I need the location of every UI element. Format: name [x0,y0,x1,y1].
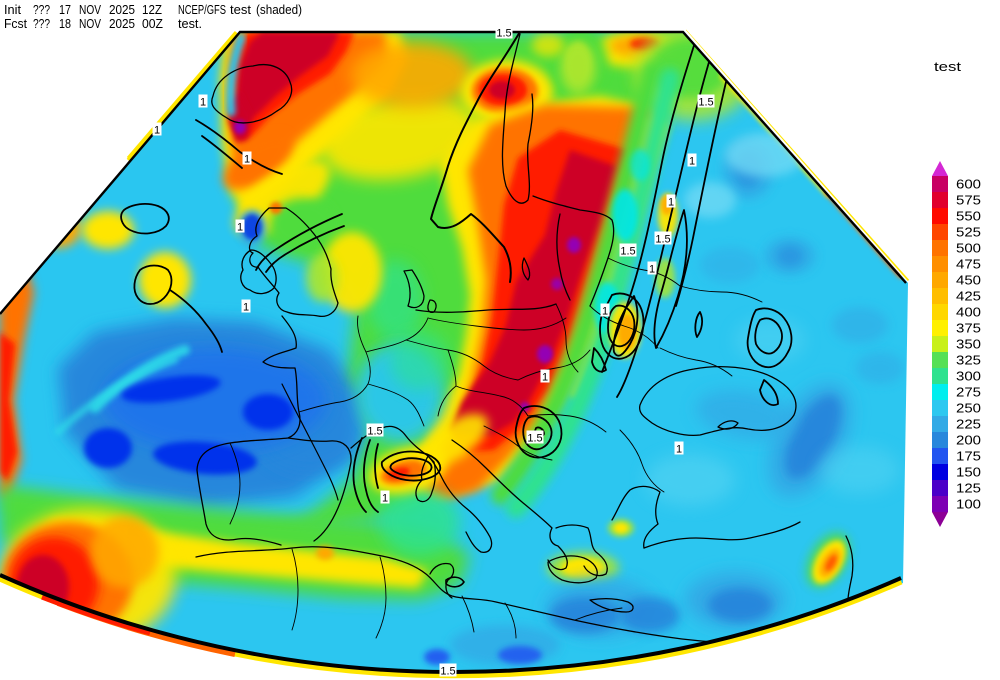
svg-text:NOV: NOV [79,16,101,31]
svg-text:325: 325 [956,353,981,368]
svg-text:450: 450 [956,273,981,288]
svg-text:175: 175 [956,449,981,464]
svg-text:1: 1 [542,372,548,384]
svg-text:1: 1 [243,302,249,314]
svg-text:225: 225 [956,417,981,432]
svg-text:425: 425 [956,289,981,304]
svg-text:1.5: 1.5 [527,433,542,445]
svg-text:275: 275 [956,385,981,400]
svg-text:1: 1 [602,306,608,318]
svg-text:Fcst: Fcst [4,16,27,31]
svg-text:300: 300 [956,369,981,384]
svg-text:550: 550 [956,209,981,224]
svg-text:1: 1 [237,222,243,234]
svg-text:1: 1 [676,444,682,456]
svg-text:test.: test. [178,16,202,31]
svg-text:125: 125 [956,481,981,496]
svg-text:1.5: 1.5 [440,666,455,678]
svg-text:1.5: 1.5 [698,97,713,109]
svg-text:1.5: 1.5 [367,426,382,438]
svg-text:400: 400 [956,305,981,320]
svg-text:(shaded): (shaded) [256,2,302,17]
svg-text:200: 200 [956,433,981,448]
svg-text:250: 250 [956,401,981,416]
svg-text:150: 150 [956,465,981,480]
svg-text:525: 525 [956,225,981,240]
svg-text:2025: 2025 [109,2,135,17]
svg-text:1: 1 [689,156,695,168]
svg-text:???: ??? [33,16,50,31]
svg-text:375: 375 [956,321,981,336]
svg-text:575: 575 [956,193,981,208]
svg-text:18: 18 [59,16,71,31]
svg-text:1: 1 [244,154,250,166]
svg-text:test: test [230,2,251,17]
svg-text:1: 1 [200,97,206,109]
svg-text:1: 1 [649,264,655,276]
svg-text:???: ??? [33,2,50,17]
svg-text:12Z: 12Z [142,2,162,17]
svg-text:Init: Init [4,2,21,17]
svg-text:2025: 2025 [109,16,135,31]
svg-text:17: 17 [59,2,71,17]
svg-text:350: 350 [956,337,981,352]
svg-text:NOV: NOV [79,2,101,17]
svg-text:NCEP/GFS: NCEP/GFS [178,2,226,17]
svg-text:1.5: 1.5 [655,234,670,246]
svg-text:1.5: 1.5 [496,28,511,40]
svg-text:1: 1 [154,125,160,137]
svg-text:1.5: 1.5 [620,246,635,258]
svg-text:1: 1 [668,197,674,209]
svg-text:1: 1 [382,493,388,505]
svg-text:600: 600 [956,177,981,192]
svg-text:100: 100 [956,497,981,512]
svg-text:475: 475 [956,257,981,272]
svg-text:test: test [934,59,961,74]
svg-text:00Z: 00Z [142,16,163,31]
svg-text:500: 500 [956,241,981,256]
